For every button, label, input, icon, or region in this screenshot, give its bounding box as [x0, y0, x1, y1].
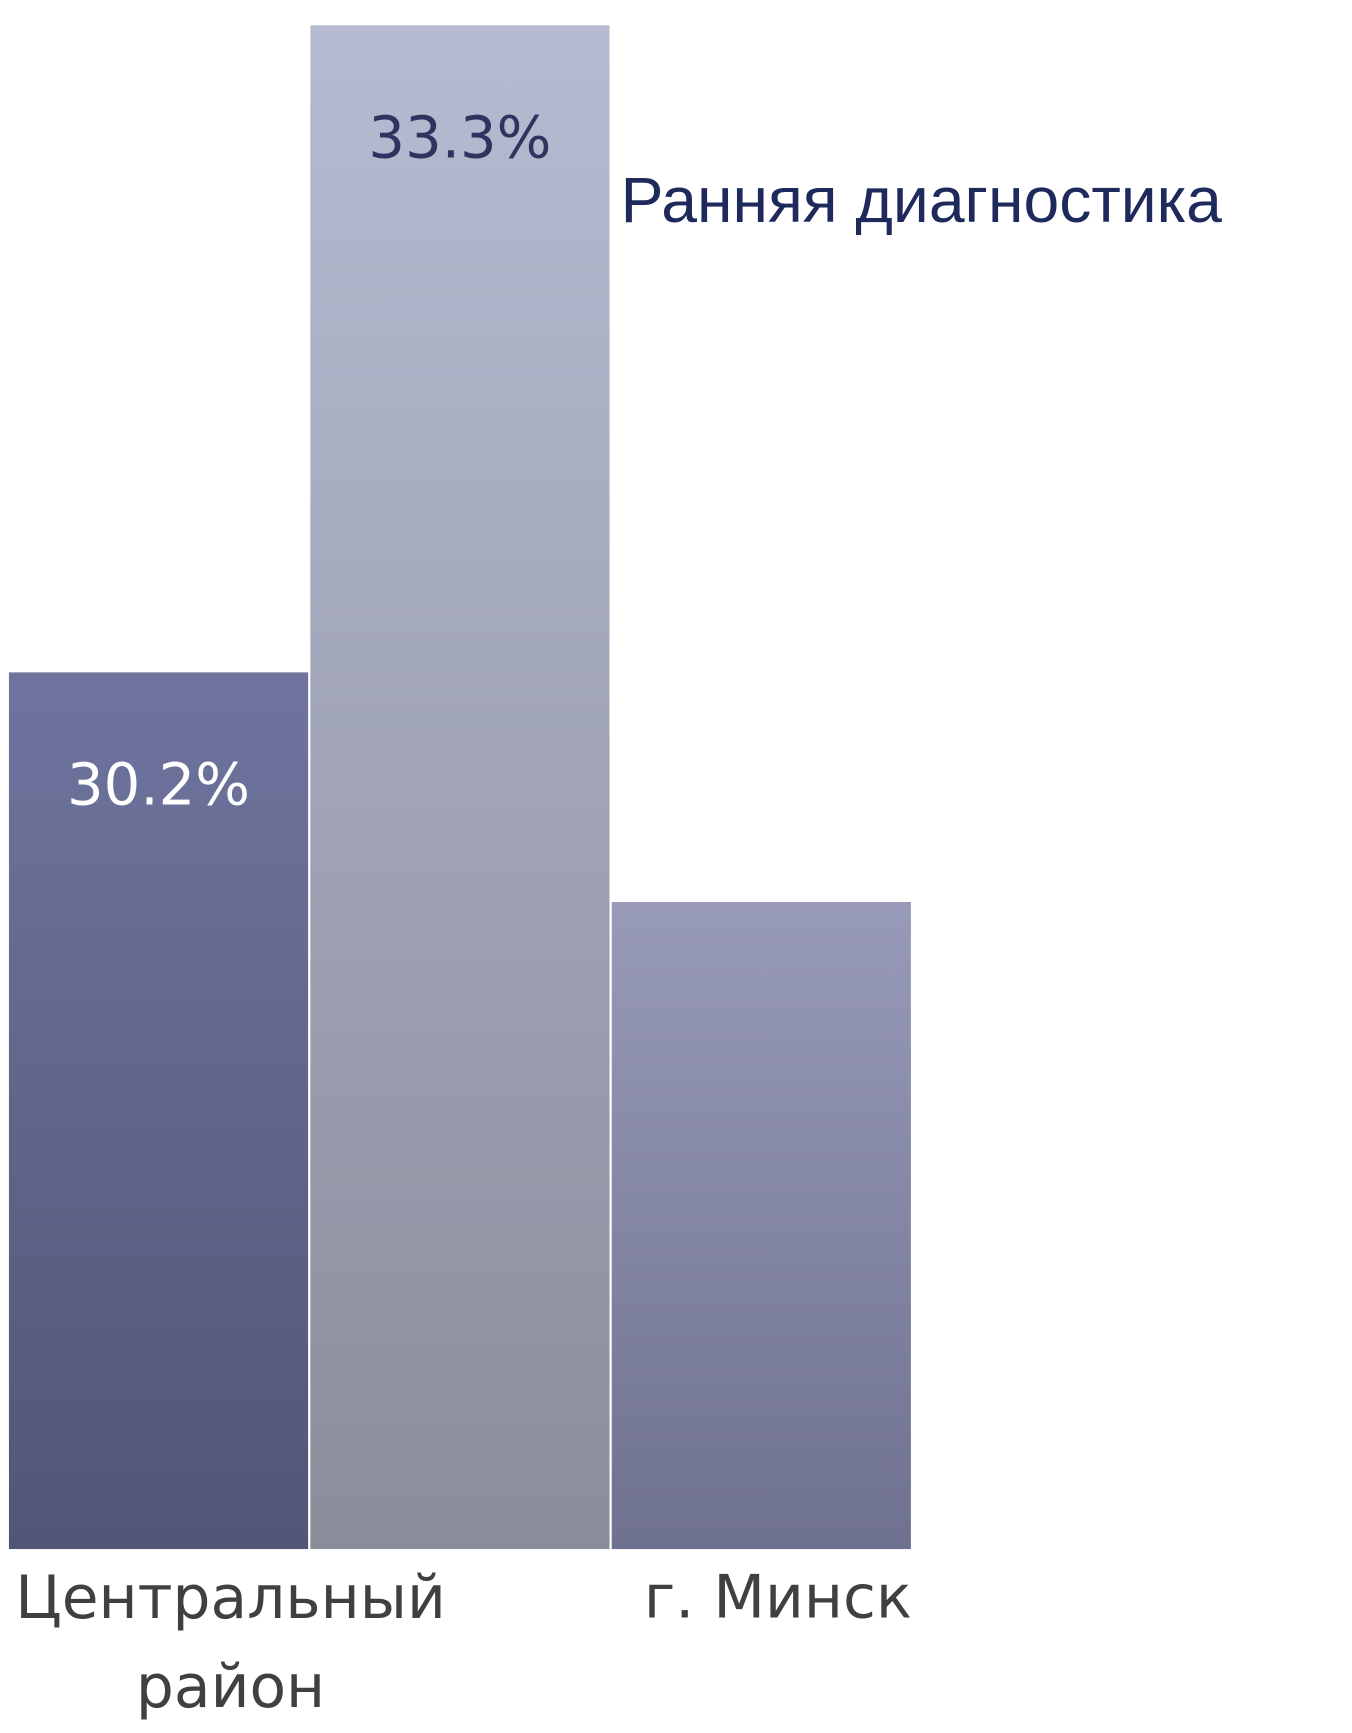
x-tick-label: г. Минск — [644, 1563, 912, 1633]
data-label: 33.3% — [368, 104, 551, 171]
bar — [310, 25, 610, 1550]
bar — [611, 901, 911, 1550]
bar — [8, 672, 309, 1550]
chart-title: Ранняя диагностика — [621, 164, 1223, 236]
data-label: 30.2% — [67, 751, 250, 818]
x-tick-label: Центральный район — [15, 1563, 446, 1722]
